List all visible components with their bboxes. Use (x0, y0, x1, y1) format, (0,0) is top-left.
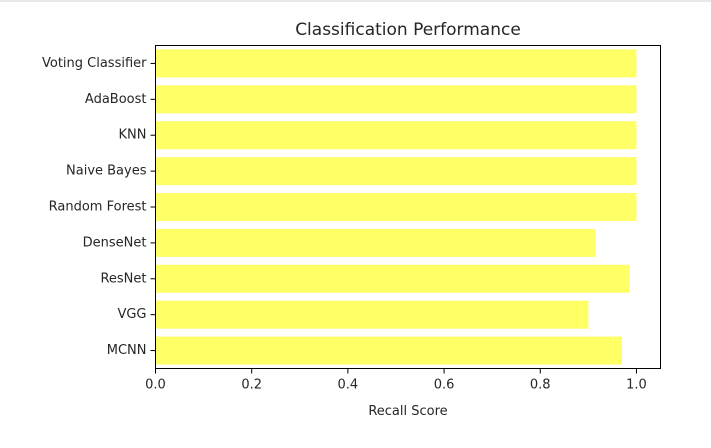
bar-naive-bayes (155, 157, 637, 186)
x-axis-label: Recall Score (368, 404, 447, 419)
x-tick-label: 0.8 (530, 378, 551, 393)
y-tick-label: Voting Classifier (42, 56, 147, 71)
top-divider (0, 0, 711, 2)
bar-densenet (155, 228, 596, 257)
y-tick-label: Random Forest (49, 200, 147, 215)
x-tick-label: 0.0 (145, 378, 166, 393)
bar-knn (155, 121, 637, 150)
bar-adaboost (155, 85, 637, 114)
y-tick-label: ResNet (100, 271, 146, 286)
x-axis: 0.0 0.2 0.4 0.6 0.8 1.0 (145, 368, 647, 393)
bars-layer (155, 49, 637, 365)
x-tick-label: 1.0 (626, 378, 647, 393)
y-axis: MCNN VGG ResNet DenseNet Random Forest Naive … (42, 56, 156, 358)
bar-random-forest (155, 193, 637, 221)
x-tick-label: 0.2 (241, 378, 262, 393)
plot-frame (155, 45, 661, 369)
y-tick-label: MCNN (107, 343, 147, 358)
bar-resnet (155, 264, 630, 293)
bar-voting-classifier (155, 49, 637, 78)
y-tick-label: VGG (117, 307, 146, 322)
chart-title: Classification Performance (295, 20, 521, 40)
y-tick-label: DenseNet (83, 235, 147, 250)
x-tick-label: 0.6 (434, 378, 455, 393)
bar-vgg (155, 300, 589, 329)
y-tick-label: Naive Bayes (66, 164, 147, 179)
y-tick-label: AdaBoost (85, 92, 147, 107)
y-tick-label: KNN (119, 128, 147, 143)
bar-mcnn (155, 336, 623, 365)
x-tick-label: 0.4 (338, 378, 359, 393)
